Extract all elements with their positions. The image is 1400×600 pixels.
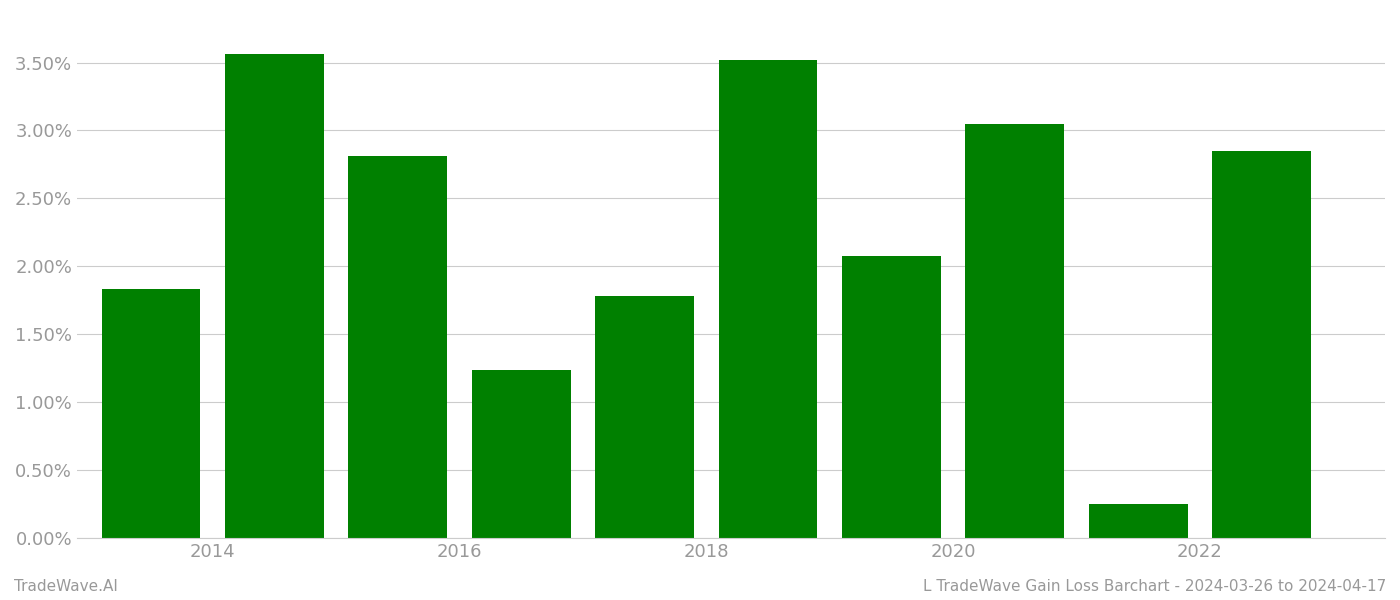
Bar: [718, 60, 818, 538]
Bar: [349, 157, 447, 538]
Bar: [472, 370, 571, 538]
Text: TradeWave.AI: TradeWave.AI: [14, 579, 118, 594]
Bar: [841, 256, 941, 538]
Bar: [225, 55, 323, 538]
Bar: [966, 124, 1064, 538]
Bar: [1212, 151, 1310, 538]
Text: L TradeWave Gain Loss Barchart - 2024-03-26 to 2024-04-17: L TradeWave Gain Loss Barchart - 2024-03…: [923, 579, 1386, 594]
Bar: [102, 289, 200, 538]
Bar: [595, 296, 694, 538]
Bar: [1089, 504, 1187, 538]
